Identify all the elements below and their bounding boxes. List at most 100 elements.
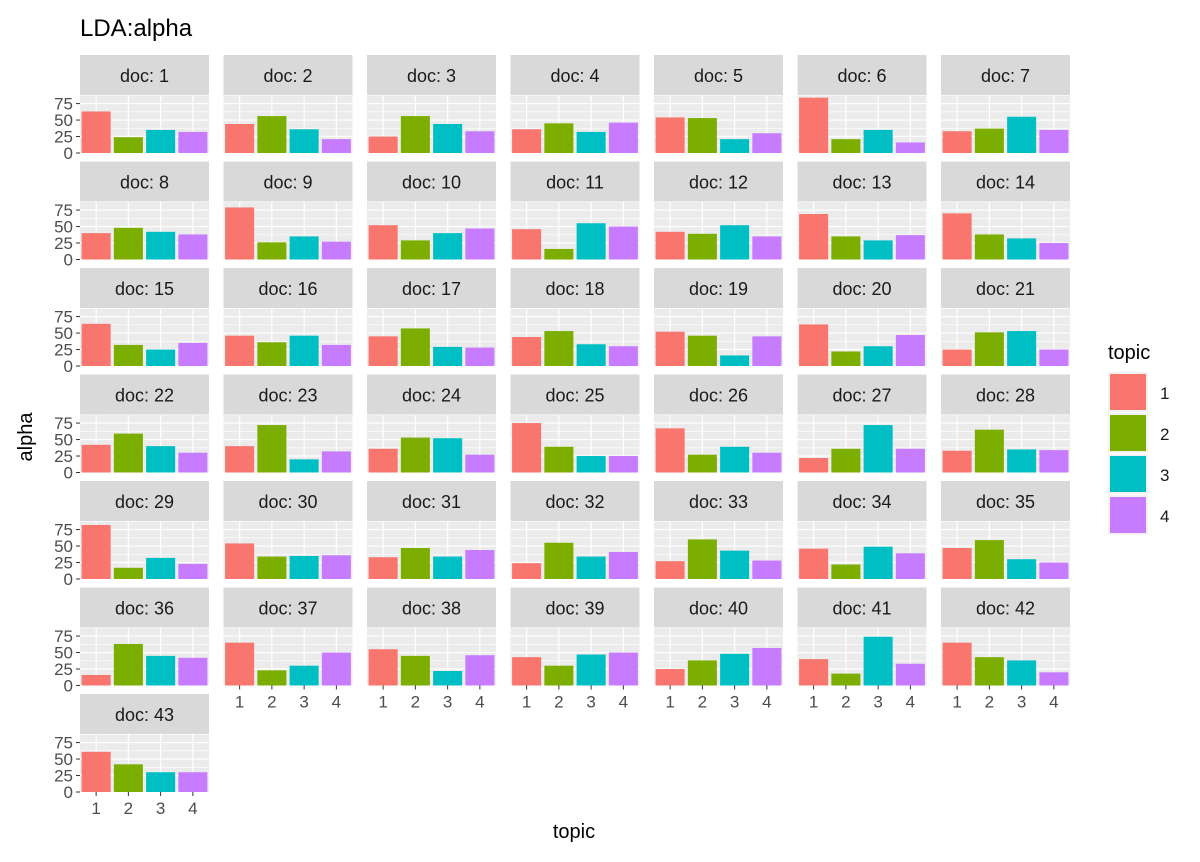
- bar-topic-4: [321, 555, 351, 579]
- facet-strip: [510, 268, 640, 308]
- y-tick-label: 25: [54, 447, 73, 466]
- facet-strip: [941, 55, 1070, 95]
- x-tick-label: 2: [411, 693, 420, 712]
- bar-topic-2: [974, 429, 1004, 473]
- bar-topic-4: [178, 452, 208, 473]
- x-tick-label: 2: [841, 693, 850, 712]
- facet-strip-label: doc: 11: [546, 173, 604, 193]
- bar-topic-4: [1039, 672, 1069, 686]
- facet-panel: doc: 13: [797, 161, 927, 261]
- bar-topic-3: [863, 240, 893, 260]
- bar-topic-4: [608, 226, 638, 260]
- bar-topic-4: [752, 133, 782, 153]
- bar-topic-3: [289, 236, 319, 260]
- bar-topic-4: [752, 336, 782, 366]
- facet-strip: [797, 268, 927, 308]
- bar-topic-3: [720, 550, 750, 579]
- legend-key-1: [1110, 374, 1146, 410]
- facet-strip: [80, 161, 209, 202]
- bar-topic-4: [895, 448, 925, 473]
- y-tick-label: 75: [54, 521, 73, 540]
- facet-panel: doc: 17: [367, 268, 496, 367]
- legend-title: topic: [1108, 342, 1150, 364]
- facet-panel: doc: 27: [797, 374, 927, 474]
- bar-topic-3: [863, 346, 893, 366]
- y-tick-label: 75: [54, 627, 73, 646]
- bar-topic-4: [608, 652, 638, 686]
- facet-strip-label: doc: 15: [115, 279, 174, 299]
- bar-topic-1: [942, 349, 972, 366]
- facet-strip-label: doc: 18: [545, 279, 604, 299]
- bar-topic-2: [831, 139, 861, 153]
- facet-strip: [654, 481, 783, 521]
- bar-topic-4: [895, 663, 925, 686]
- facet-panel: doc: 10: [367, 161, 496, 261]
- facet-strip: [80, 374, 209, 415]
- facet-strip: [941, 481, 1070, 521]
- x-tick-label: 4: [1049, 693, 1058, 712]
- x-tick-label: 1: [522, 693, 531, 712]
- facet-panel: doc: 31: [367, 481, 496, 580]
- y-tick-label: 50: [54, 644, 73, 663]
- bar-topic-3: [146, 349, 176, 366]
- facet-panel: doc: 3: [367, 55, 496, 154]
- facet-panel: doc: 7: [941, 55, 1070, 154]
- bar-topic-2: [974, 128, 1004, 153]
- bar-topic-3: [1007, 559, 1037, 579]
- y-tick-label: 0: [64, 464, 73, 483]
- facet-strip-label: doc: 21: [976, 279, 1035, 299]
- bar-topic-4: [608, 551, 638, 579]
- facet-strip-label: doc: 30: [258, 492, 317, 512]
- bar-topic-4: [752, 452, 782, 473]
- bar-topic-3: [720, 139, 750, 153]
- bar-topic-1: [655, 117, 685, 153]
- bar-topic-3: [1007, 660, 1037, 686]
- x-tick-label: 3: [1017, 693, 1026, 712]
- facet-strip: [367, 481, 496, 521]
- facet-strip: [654, 374, 783, 415]
- bar-topic-4: [752, 560, 782, 579]
- bar-topic-3: [433, 671, 463, 686]
- bar-topic-1: [225, 446, 255, 473]
- facet-strip: [367, 55, 496, 95]
- facet-strip: [80, 55, 209, 95]
- facet-panel: doc: 32: [510, 481, 640, 580]
- bar-topic-3: [1007, 331, 1037, 366]
- y-tick-label: 50: [54, 750, 73, 769]
- bar-topic-2: [113, 344, 143, 366]
- bar-topic-4: [1039, 243, 1069, 260]
- legend-key-2: [1110, 415, 1146, 451]
- bar-topic-4: [465, 228, 495, 260]
- facet-panel: doc: 35: [941, 481, 1070, 580]
- facet-panel: doc: 25: [510, 374, 640, 474]
- facet-strip: [510, 481, 640, 521]
- facet-strip: [510, 374, 640, 415]
- facet-strip-label: doc: 31: [402, 492, 461, 512]
- bar-topic-1: [942, 131, 972, 153]
- bar-topic-1: [81, 111, 111, 153]
- bar-topic-2: [400, 655, 430, 686]
- y-tick-label: 25: [54, 554, 73, 573]
- bar-topic-2: [687, 335, 717, 366]
- bar-topic-1: [81, 444, 111, 473]
- bar-topic-3: [576, 131, 606, 153]
- facet-strip-label: doc: 23: [258, 386, 317, 406]
- bar-topic-3: [1007, 238, 1037, 260]
- y-tick-label: 0: [64, 251, 73, 270]
- bar-topic-2: [687, 539, 717, 579]
- bar-topic-4: [321, 652, 351, 686]
- legend-label-4: 4: [1160, 507, 1169, 526]
- y-tick-label: 50: [54, 218, 73, 237]
- facet-strip-label: doc: 14: [976, 173, 1035, 193]
- bar-topic-3: [146, 557, 176, 579]
- legend-key-3: [1110, 456, 1146, 492]
- facet-strip: [223, 481, 353, 521]
- facet-strip: [223, 268, 353, 308]
- facet-strip-label: doc: 1: [120, 66, 169, 86]
- bar-topic-1: [655, 231, 685, 260]
- bar-topic-2: [544, 665, 574, 686]
- bar-topic-4: [752, 647, 782, 686]
